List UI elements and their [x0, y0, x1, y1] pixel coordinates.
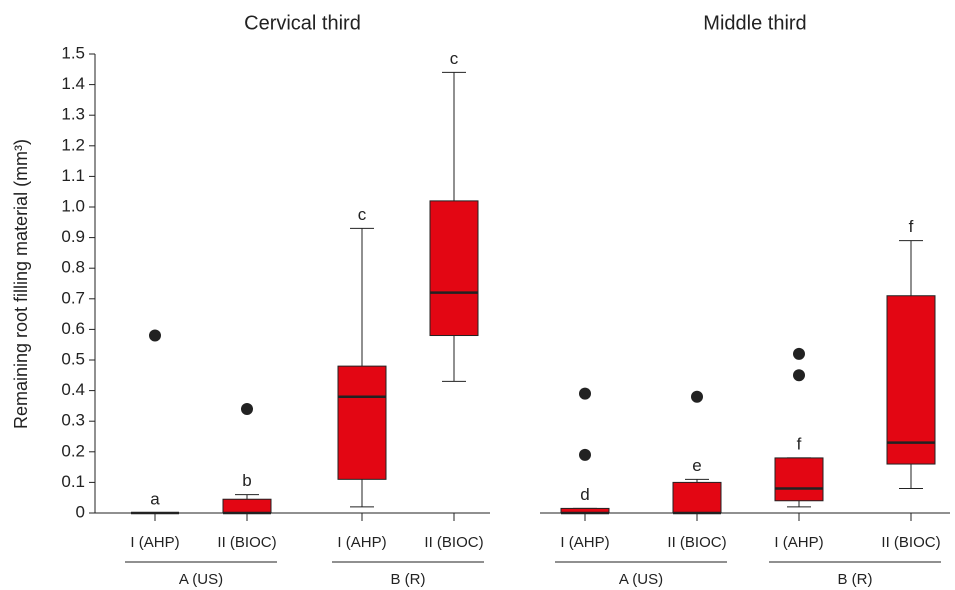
panel-title: Cervical third: [244, 12, 361, 34]
box: [672, 481, 722, 514]
x-tick-label: I (AHP): [560, 534, 609, 551]
significance-letter: f: [909, 217, 914, 236]
outlier: [241, 402, 253, 415]
significance-letter: d: [580, 485, 589, 504]
y-tick-label: 0.9: [61, 227, 85, 246]
significance-letter: e: [692, 456, 701, 475]
box: [337, 365, 387, 480]
y-tick-label: 0.7: [61, 288, 85, 307]
y-tick-label: 1.0: [61, 196, 85, 215]
x-tick-label: II (BIOC): [881, 534, 940, 551]
y-tick-label: 0.4: [61, 380, 85, 399]
box: [222, 498, 272, 514]
x-tick-label: I (AHP): [130, 534, 179, 551]
y-tick-label: 1.4: [61, 74, 85, 93]
y-tick-label: 0.8: [61, 258, 85, 277]
outlier: [793, 369, 805, 382]
x-tick-label: II (BIOC): [217, 534, 276, 551]
y-tick-label: 1.2: [61, 135, 85, 154]
y-tick-label: 0.1: [61, 472, 85, 491]
outlier: [149, 329, 161, 342]
y-tick-label: 1.3: [61, 105, 85, 124]
y-tick-label: 0.6: [61, 319, 85, 338]
y-tick-label: 1.5: [61, 43, 85, 62]
y-tick-label: 0: [76, 502, 85, 521]
y-tick-label: 0.5: [61, 349, 85, 368]
box: [429, 200, 479, 337]
x-tick-label: I (AHP): [337, 534, 386, 551]
significance-letter: c: [450, 49, 459, 68]
significance-letter: f: [797, 434, 802, 453]
y-tick-label: 0.2: [61, 441, 85, 460]
outlier: [579, 448, 591, 461]
group-label: A (US): [619, 571, 663, 588]
y-axis-title: Remaining root filling material (mm³): [11, 139, 31, 429]
significance-letter: a: [150, 489, 160, 508]
x-tick-label: I (AHP): [774, 534, 823, 551]
outlier: [579, 387, 591, 400]
box: [774, 457, 824, 502]
group-label: B (R): [391, 571, 426, 588]
group-label: B (R): [838, 571, 873, 588]
x-tick-label: II (BIOC): [424, 534, 483, 551]
panel-title: Middle third: [703, 12, 806, 34]
y-tick-label: 1.1: [61, 166, 85, 185]
group-label: A (US): [179, 571, 223, 588]
x-tick-label: II (BIOC): [667, 534, 726, 551]
y-tick-label: 0.3: [61, 411, 85, 430]
outlier: [793, 347, 805, 360]
significance-letter: c: [358, 205, 367, 224]
outlier: [691, 390, 703, 403]
significance-letter: b: [242, 471, 251, 490]
box: [886, 295, 936, 465]
